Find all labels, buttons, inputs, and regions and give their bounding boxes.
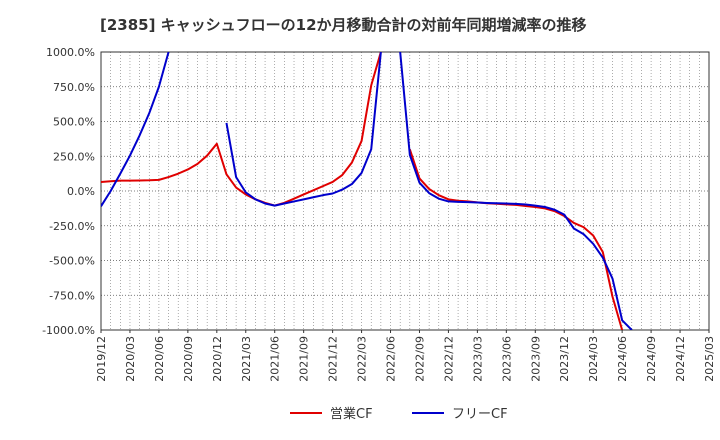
series-line-operating-cf [101, 52, 382, 207]
x-tick-label: 2022/03 [356, 336, 369, 382]
x-tick-label: 2021/09 [298, 336, 311, 382]
legend: 営業CF フリーCF [290, 406, 508, 422]
y-tick-label: 250.0% [53, 150, 95, 163]
y-tick-label: 1000.0% [46, 46, 95, 59]
x-tick-label: 2021/12 [327, 336, 340, 382]
y-tick-label: -250.0% [49, 220, 95, 233]
legend-label-free-cf: フリーCF [452, 407, 508, 422]
y-tick-label: -1000.0% [42, 324, 95, 337]
series-line-free-cf [101, 52, 170, 207]
axes [100, 51, 710, 331]
y-tick-labels: 1000.0% 750.0% 500.0% 250.0% 0.0% -250.0% -500… [42, 46, 95, 337]
x-tick-label: 2021/03 [240, 336, 253, 382]
y-tick-label: 500.0% [53, 116, 95, 129]
chart-title: [2385] キャッシュフローの12か月移動合計の対前年同期増減率の推移 [100, 16, 587, 34]
x-tick-label: 2020/06 [153, 336, 166, 382]
x-tick-label: 2025/03 [703, 336, 716, 382]
x-tick-labels: 2019/12 2020/03 2020/06 2020/09 2020/12 2021/… [95, 330, 716, 382]
x-tick-label: 2022/09 [413, 336, 426, 382]
grid-lines [100, 51, 710, 331]
x-tick-label: 2021/06 [269, 336, 282, 382]
x-tick-label: 2023/06 [500, 336, 513, 382]
y-tick-label: -500.0% [49, 255, 95, 268]
y-tick-label: 0.0% [67, 185, 95, 198]
y-tick-label: 750.0% [53, 81, 95, 94]
series-lines [101, 52, 633, 330]
plot-frame [100, 51, 710, 331]
x-tick-label: 2024/09 [645, 336, 658, 382]
legend-label-operating-cf: 営業CF [330, 406, 373, 422]
x-tick-label: 2022/12 [442, 336, 455, 382]
x-tick-label: 2023/09 [529, 336, 542, 382]
series-line-free-cf [225, 52, 382, 207]
series-line-free-cf [399, 52, 633, 330]
x-tick-label: 2020/09 [182, 336, 195, 382]
x-tick-label: 2023/03 [471, 336, 484, 382]
x-tick-label: 2020/12 [211, 336, 224, 382]
x-tick-label: 2019/12 [95, 336, 108, 382]
x-tick-label: 2023/12 [558, 336, 571, 382]
x-tick-label: 2020/03 [124, 336, 137, 382]
x-tick-label: 2022/06 [385, 336, 398, 382]
y-tick-label: -750.0% [49, 289, 95, 302]
x-tick-label: 2024/03 [587, 336, 600, 382]
x-tick-label: 2024/12 [674, 336, 687, 382]
x-tick-label: 2024/06 [616, 336, 629, 382]
